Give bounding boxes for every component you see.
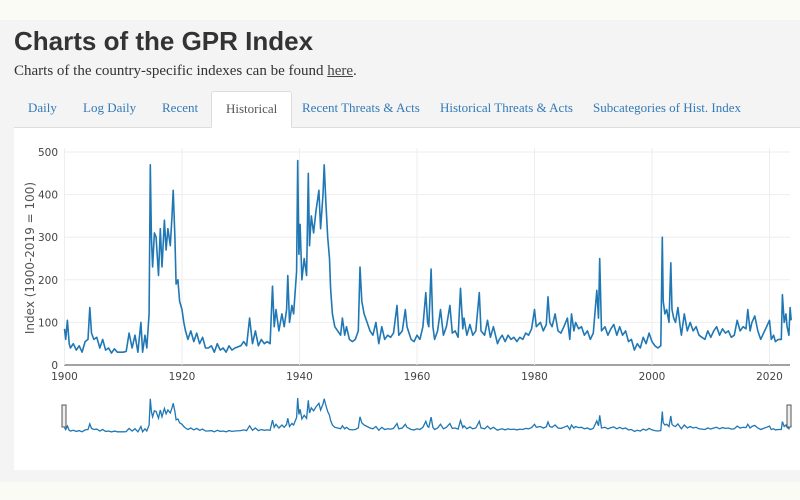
range-slider-series-line xyxy=(63,397,792,434)
y-tick-label: 500 xyxy=(38,147,58,159)
y-tick-label: 100 xyxy=(38,317,58,329)
y-tick-label: 400 xyxy=(38,190,58,202)
gpr-series-line xyxy=(63,159,792,354)
subtitle-end: . xyxy=(353,63,357,79)
x-tick-label: 1980 xyxy=(521,371,548,383)
tab-log-daily[interactable]: Log Daily xyxy=(83,100,137,115)
x-tick-label: 1940 xyxy=(286,371,313,383)
range-slider-left-handle[interactable] xyxy=(61,404,67,428)
tab-historical-threats-acts[interactable]: Historical Threats & Acts xyxy=(440,100,573,115)
range-slider-right-handle[interactable] xyxy=(786,404,792,428)
y-tick-label: 200 xyxy=(38,275,58,287)
page-subtitle: Charts of the country-specific indexes c… xyxy=(14,63,357,80)
tab-subcategories[interactable]: Subcategories of Hist. Index xyxy=(593,100,742,115)
x-tick-label: 1920 xyxy=(169,371,196,383)
tab-recent-threats-acts[interactable]: Recent Threats & Acts xyxy=(302,100,420,115)
page-title: Charts of the GPR Index xyxy=(14,26,314,56)
subtitle-text: Charts of the country-specific indexes c… xyxy=(14,63,328,79)
x-tick-label: 1960 xyxy=(404,371,431,383)
y-axis-title: Index (1900-2019 = 100) xyxy=(23,182,37,334)
tab-historical[interactable]: Historical xyxy=(211,91,293,128)
tab-daily[interactable]: Daily xyxy=(28,100,57,115)
x-tick-label: 2020 xyxy=(756,371,783,383)
tab-recent[interactable]: Recent xyxy=(162,100,199,115)
y-tick-label: 300 xyxy=(38,232,58,244)
x-tick-label: 1900 xyxy=(51,371,78,383)
country-indexes-link[interactable]: here xyxy=(327,63,354,79)
range-slider[interactable] xyxy=(61,397,792,434)
y-tick-label: 0 xyxy=(51,360,58,372)
x-tick-label: 2000 xyxy=(639,371,666,383)
chart-tabs: Daily Log Daily Recent Historical Recent… xyxy=(14,91,800,128)
